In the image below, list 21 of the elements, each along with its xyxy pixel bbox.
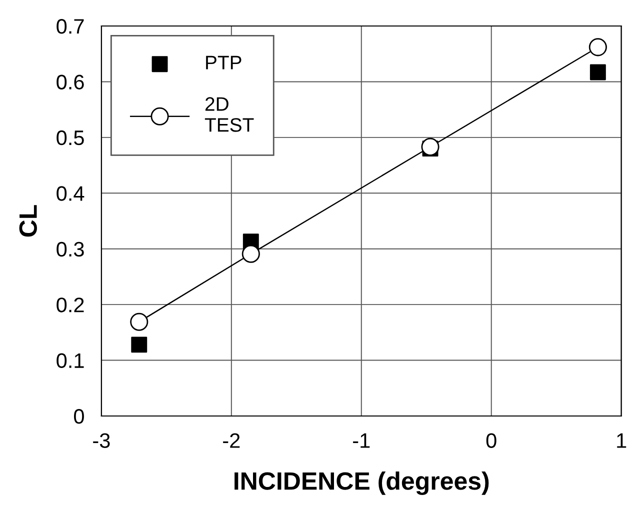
legend-label: 2D TEST <box>204 97 254 132</box>
point <box>242 244 260 263</box>
point <box>421 138 440 156</box>
x-tick-label: 0 <box>486 433 496 448</box>
y-tick-label: 0.2 <box>56 298 84 312</box>
y-axis-title: CL <box>19 205 37 237</box>
x-tick-label: -3 <box>93 433 110 448</box>
y-tick-label: 0.6 <box>56 74 84 90</box>
y-tick-label: 0.1 <box>56 353 84 368</box>
y-tick-label: 0.5 <box>56 130 84 146</box>
point <box>131 336 148 353</box>
x-tick-label: -2 <box>223 433 240 448</box>
y-tick-label: 0.7 <box>56 19 84 34</box>
point <box>590 64 606 80</box>
x-tick-label: -1 <box>353 433 370 448</box>
y-tick-label: 0.3 <box>56 242 84 257</box>
y-tick-label: 0 <box>74 409 84 424</box>
x-axis-title: INCIDENCE (degrees) <box>234 472 489 495</box>
x-tick-label: 1 <box>617 433 626 448</box>
y-tick-label: 0.4 <box>56 186 84 201</box>
legend-label: PTP <box>206 56 242 70</box>
